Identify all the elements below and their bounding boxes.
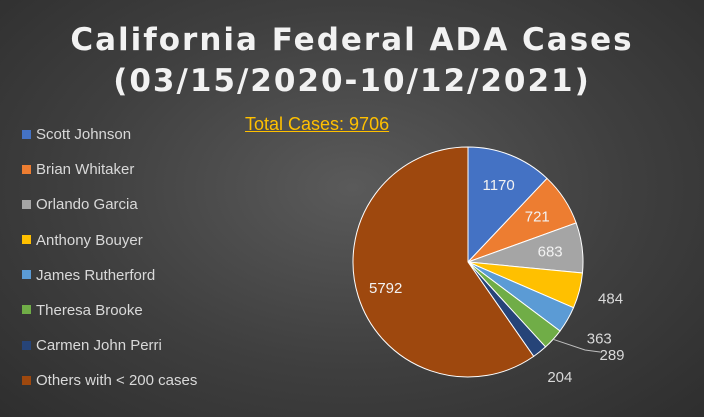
legend-swatch (22, 305, 31, 315)
legend-label: Scott Johnson (36, 126, 132, 143)
legend-label: Others with < 200 cases (36, 372, 198, 390)
pie-slice (467, 146, 548, 264)
label-leader-line (552, 338, 601, 353)
chart-title-date-range: (03/15/2020-10/12/2021) (113, 63, 591, 99)
legend-swatch (22, 129, 31, 139)
slice-value-label: 484 (598, 291, 623, 308)
legend-label: Theresa Brooke (36, 301, 143, 319)
legend-label: James Rutherford (36, 266, 156, 284)
legend-item: Brian Whitaker (22, 159, 197, 194)
chart-legend: Scott Johnson Brian Whitaker Orlando Garci… (22, 124, 197, 406)
slice-value-label: 721 (525, 209, 550, 226)
slice-value-label: 5792 (369, 280, 402, 297)
legend-item: Anthony Bouyer (22, 230, 197, 265)
chart-title: California Federal ADA Cases (70, 22, 634, 58)
slice-value-label: 1170 (482, 177, 514, 194)
slice-value-label: 363 (587, 330, 612, 347)
legend-item: Orlando Garcia (22, 194, 197, 229)
slice-value-label: 683 (538, 244, 563, 261)
legend-swatch (22, 199, 31, 209)
legend-swatch (22, 375, 31, 385)
total-cases-subtitle: Total Cases: 9706 (245, 114, 390, 134)
legend-label: Orlando Garcia (36, 196, 138, 214)
legend-swatch (22, 270, 31, 280)
slice-value-label: 289 (599, 347, 624, 364)
legend-item: Others with < 200 cases (22, 370, 197, 405)
legend-item: Scott Johnson (22, 124, 197, 159)
pie-slice (352, 146, 535, 378)
legend-item: Carmen John Perri (22, 335, 197, 370)
legend-label: Brian Whitaker (36, 161, 135, 179)
legend-item: James Rutherford (22, 265, 197, 300)
legend-swatch (22, 340, 31, 350)
slice-value-label: 204 (547, 369, 572, 386)
legend-swatch (22, 164, 31, 174)
legend-swatch (22, 235, 31, 245)
legend-label: Carmen John Perri (36, 337, 162, 355)
legend-label: Anthony Bouyer (36, 231, 143, 249)
legend-item: Theresa Brooke (22, 300, 197, 335)
